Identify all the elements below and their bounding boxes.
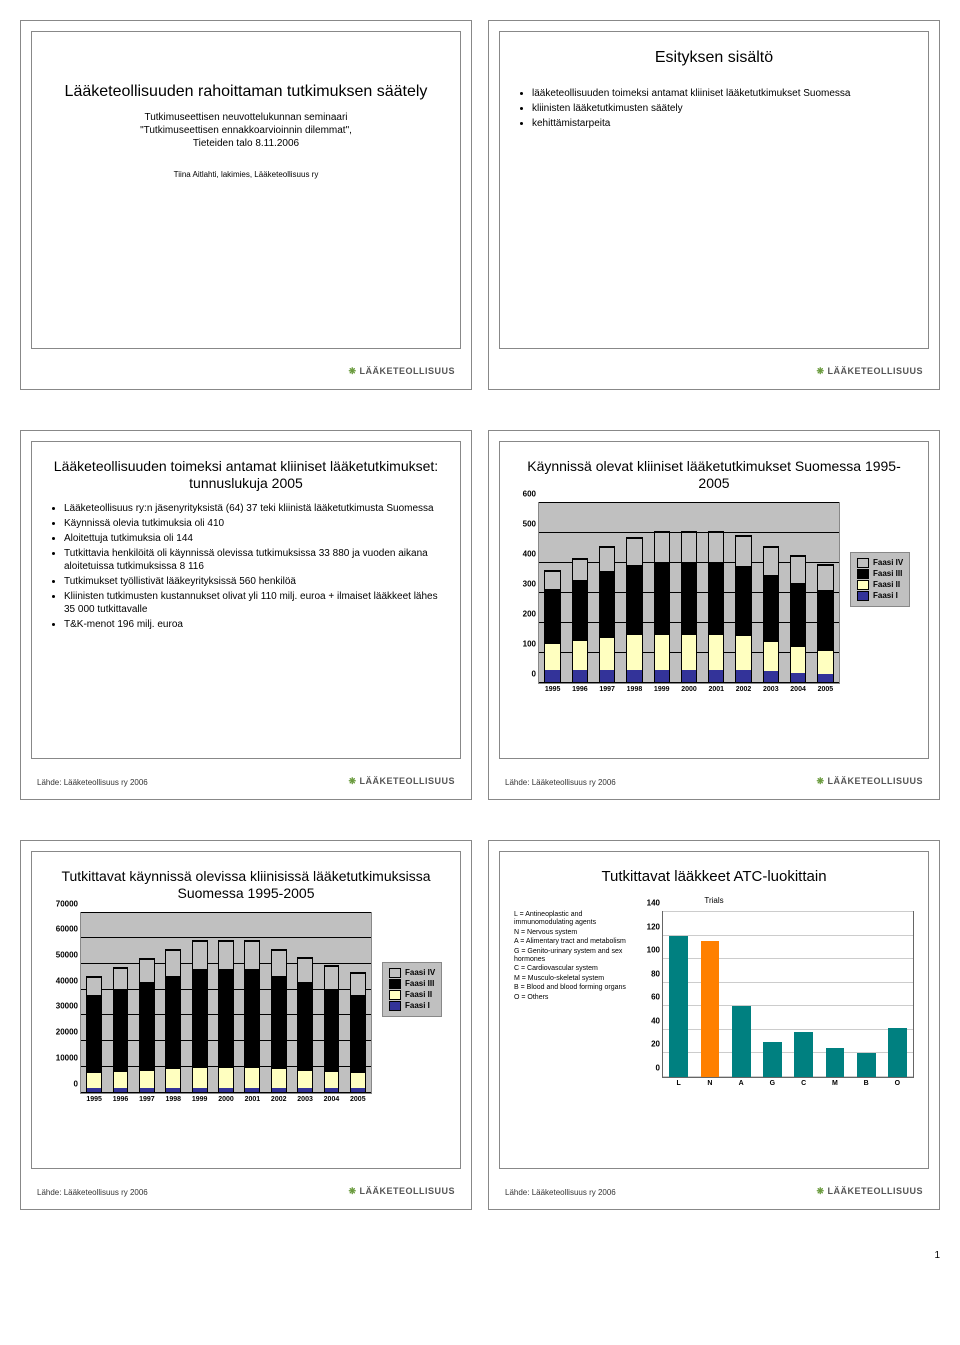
slide1-sub: Tutkimuseettisen neuvottelukunnan semina… — [46, 111, 446, 150]
slide5-title: Tutkittavat käynnissä olevissa kliinisis… — [46, 868, 446, 902]
slide6-src: Lähde: Lääketeollisuus ry 2006 — [505, 1188, 616, 1197]
slide2-body: lääketeollisuuden toimeksi antamat kliin… — [514, 87, 914, 130]
chart-atc: 020406080100120140LNAGCMBO — [662, 911, 914, 1078]
slide-1: Lääketeollisuuden rahoittaman tutkimukse… — [20, 20, 472, 390]
slide1-author: Tiina Aitlahti, lakimies, Lääketeollisuu… — [46, 170, 446, 179]
slide-2: Esityksen sisältö lääketeollisuuden toim… — [488, 20, 940, 390]
slide-6: Tutkittavat lääkkeet ATC-luokittain Tria… — [488, 840, 940, 1210]
slide4-title: Käynnissä olevat kliiniset lääketutkimuk… — [514, 458, 914, 492]
slide3-title: Lääketeollisuuden toimeksi antamat kliin… — [46, 458, 446, 492]
slide4-src: Lähde: Lääketeollisuus ry 2006 — [505, 778, 616, 787]
logo: LÄÄKETEOLLISUUS — [348, 776, 455, 787]
legend-subjects: Faasi IVFaasi IIIFaasi IIFaasi I — [382, 962, 442, 1017]
chart-subjects: 0100002000030000400005000060000700001995… — [80, 912, 372, 1094]
slide2-title: Esityksen sisältö — [514, 48, 914, 67]
logo: LÄÄKETEOLLISUUS — [816, 366, 923, 377]
page-number: 1 — [20, 1250, 940, 1261]
slide3-src: Lähde: Lääketeollisuus ry 2006 — [37, 778, 148, 787]
chart-trials: 0100200300400500600199519961997199819992… — [538, 502, 840, 684]
slide1-title: Lääketeollisuuden rahoittaman tutkimukse… — [46, 82, 446, 101]
logo: LÄÄKETEOLLISUUS — [816, 776, 923, 787]
legend-trials: Faasi IVFaasi IIIFaasi IIFaasi I — [850, 552, 910, 607]
slide-4: Käynnissä olevat kliiniset lääketutkimuk… — [488, 430, 940, 800]
slide5-src: Lähde: Lääketeollisuus ry 2006 — [37, 1188, 148, 1197]
logo: LÄÄKETEOLLISUUS — [348, 1186, 455, 1197]
slide-3: Lääketeollisuuden toimeksi antamat kliin… — [20, 430, 472, 800]
slide-5: Tutkittavat käynnissä olevissa kliinisis… — [20, 840, 472, 1210]
slide6-sub: Trials — [514, 896, 914, 905]
logo: LÄÄKETEOLLISUUS — [348, 366, 455, 377]
logo: LÄÄKETEOLLISUUS — [816, 1186, 923, 1197]
slide6-title: Tutkittavat lääkkeet ATC-luokittain — [514, 868, 914, 886]
slide3-body: Lääketeollisuus ry:n jäsenyrityksistä (6… — [46, 502, 446, 631]
atc-definitions: L = Antineoplastic and immunomodulating … — [514, 911, 634, 1003]
